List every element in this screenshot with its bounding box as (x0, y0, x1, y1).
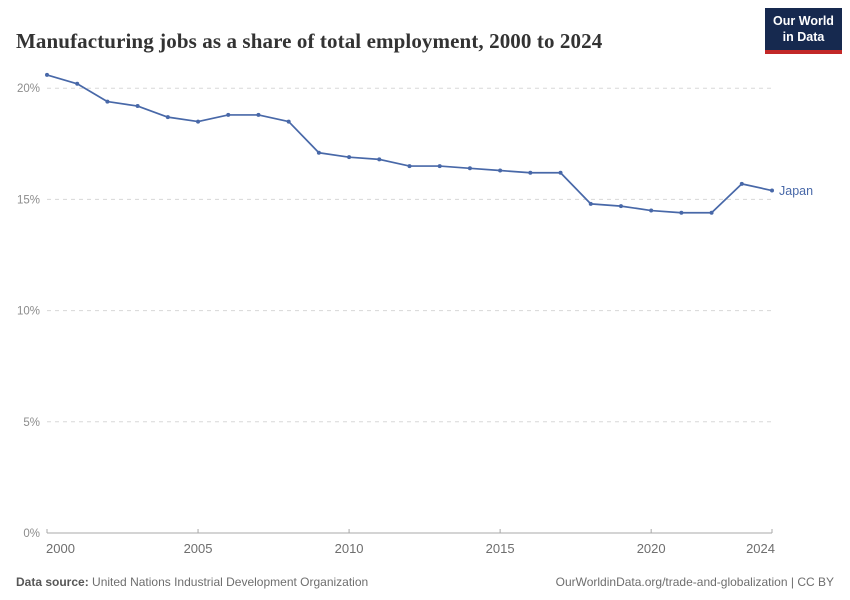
owid-logo[interactable]: Our World in Data (765, 8, 842, 55)
y-axis-tick-label: 15% (17, 194, 40, 206)
data-point[interactable] (316, 150, 321, 155)
owid-logo-line2: in Data (782, 29, 825, 44)
owid-url-link[interactable]: OurWorldinData.org/trade-and-globalizati… (555, 575, 788, 589)
x-axis-tick-label: 2024 (746, 541, 775, 556)
data-point[interactable] (286, 119, 291, 124)
data-point[interactable] (377, 157, 382, 162)
data-point[interactable] (649, 208, 654, 213)
data-point[interactable] (618, 204, 623, 209)
data-point[interactable] (558, 170, 563, 175)
data-point[interactable] (588, 201, 593, 206)
x-axis-tick-label: 2000 (46, 541, 75, 556)
data-point[interactable] (165, 115, 170, 120)
data-point[interactable] (105, 99, 110, 104)
chart-footer: Data source: United Nations Industrial D… (16, 575, 834, 589)
data-point[interactable] (256, 112, 261, 117)
series-line-japan[interactable] (46, 74, 773, 214)
owid-logo-line1: Our World (773, 14, 834, 28)
credit-separator: | (787, 575, 798, 589)
y-axis-tick-label: 20% (17, 83, 40, 95)
x-axis-tick-label: 2020 (637, 541, 666, 556)
data-point[interactable] (498, 168, 503, 173)
data-point[interactable] (437, 164, 442, 169)
x-axis-tick-label: 2005 (184, 541, 213, 556)
data-source-value: United Nations Industrial Development Or… (92, 575, 369, 589)
data-source-label: Data source: (16, 575, 89, 589)
series-label-japan[interactable]: Japan (779, 184, 813, 198)
y-axis-tick-label: 10% (17, 306, 40, 318)
data-point[interactable] (467, 166, 472, 171)
data-source-note: Data source: United Nations Industrial D… (16, 575, 368, 589)
data-point[interactable] (739, 181, 744, 186)
y-axis-tick-label: 5% (23, 417, 40, 429)
data-point[interactable] (45, 72, 49, 77)
data-point[interactable] (709, 210, 714, 215)
data-point[interactable] (226, 112, 231, 117)
credit-note: OurWorldinData.org/trade-and-globalizati… (556, 575, 834, 589)
x-axis-tick-label: 2010 (335, 541, 364, 556)
data-point[interactable] (407, 164, 412, 169)
data-point[interactable] (75, 81, 80, 86)
data-point[interactable] (135, 104, 140, 109)
data-point[interactable] (196, 119, 201, 124)
data-point[interactable] (528, 170, 533, 175)
y-axis-tick-label: 0% (23, 528, 40, 540)
x-axis-tick-label: 2015 (486, 541, 515, 556)
license-link[interactable]: CC BY (797, 575, 834, 589)
chart-title: Manufacturing jobs as a share of total e… (16, 29, 603, 54)
data-point[interactable] (347, 155, 352, 160)
data-point[interactable] (770, 188, 774, 193)
data-point[interactable] (679, 210, 684, 215)
